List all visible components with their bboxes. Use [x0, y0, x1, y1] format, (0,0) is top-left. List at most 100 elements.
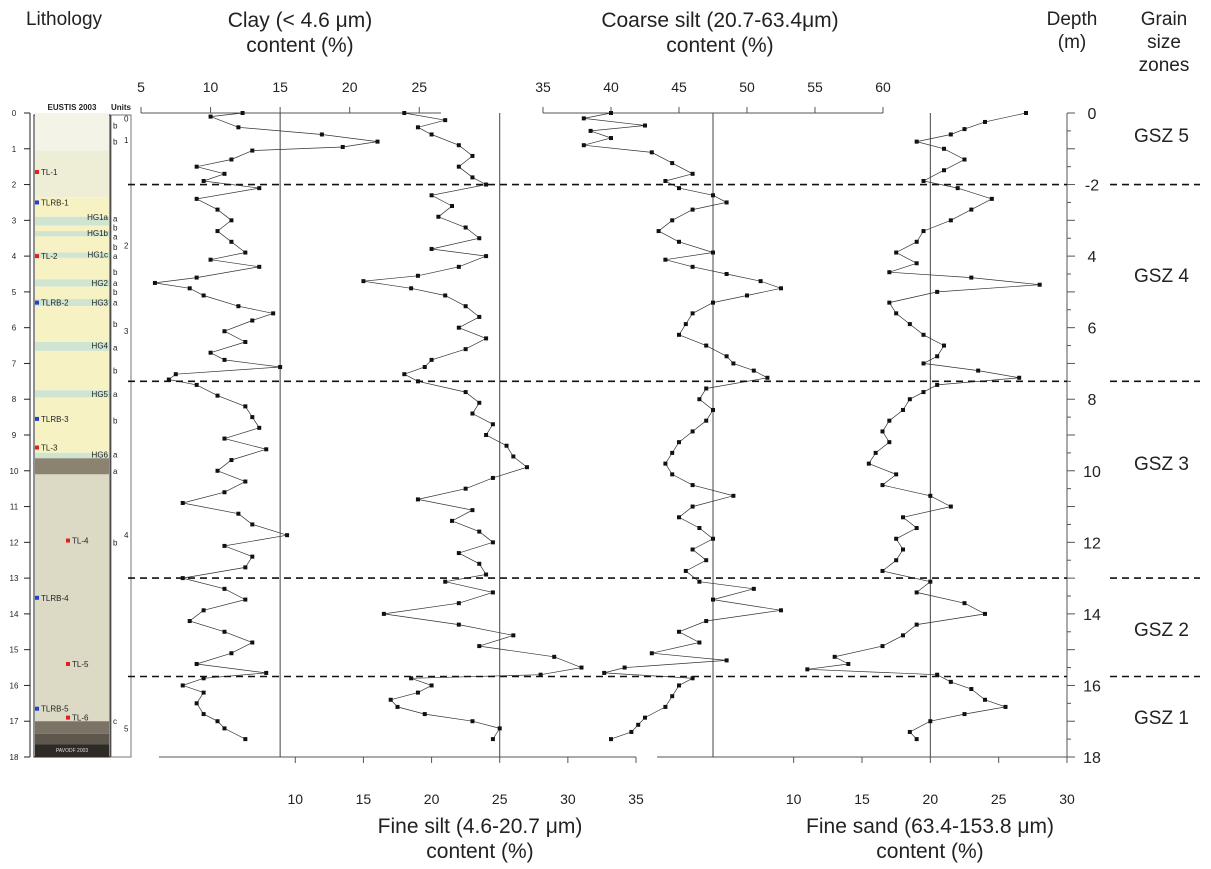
log-layer: [35, 350, 109, 391]
sample-label: TLRB-4: [41, 594, 69, 603]
coarse-silt-data-point: [704, 343, 709, 348]
fine-sand-tick-label: 30: [1059, 791, 1075, 807]
clay-data-point: [340, 144, 345, 149]
sample-marker: [66, 661, 70, 666]
fine-sand-tick-label: 10: [786, 791, 802, 807]
clay-data-point: [229, 239, 234, 244]
log-title: EUSTIS 2003: [48, 103, 97, 112]
sample-marker: [35, 416, 39, 421]
grain-size-zones-header: Grain size zones: [1118, 8, 1210, 77]
coarse-silt-tick-label: 50: [739, 79, 755, 95]
clay-data-point: [240, 111, 245, 115]
coarse-silt-data-point: [724, 354, 729, 359]
coarse-silt-data-point: [670, 450, 675, 455]
clay-data-point: [208, 114, 213, 119]
fine-sand-tick-label: 15: [854, 791, 870, 807]
clay-data-point: [250, 554, 255, 559]
fine-silt-data-point: [484, 433, 489, 437]
sub-unit-label: b: [113, 138, 118, 147]
coarse-silt-data-point: [670, 161, 675, 166]
fine-sand-data-point: [989, 196, 994, 201]
clay-data-point: [208, 257, 213, 262]
fine-silt-title-line-2: content (%): [426, 840, 534, 863]
fine-sand-data-point: [914, 139, 919, 144]
clay-data-point: [194, 661, 199, 666]
horizon-label: HG1a: [87, 213, 108, 222]
coarse-silt-data-point: [663, 704, 668, 709]
zone-label-gsz3: GSZ 3: [1134, 454, 1189, 475]
fine-sand-data-point: [955, 186, 960, 191]
coarse-silt-series-line: [583, 112, 783, 740]
fine-silt-data-point: [484, 254, 489, 259]
unit-number: 5: [124, 724, 129, 733]
clay-data-point: [264, 670, 269, 675]
sub-unit-label: b: [113, 122, 118, 131]
fine-sand-data-point: [921, 390, 926, 395]
log-layer: [35, 306, 109, 342]
coarse-silt-tick-label: 45: [671, 79, 687, 95]
fine-sand-data-point: [1017, 375, 1022, 380]
fine-sand-data-point: [921, 229, 926, 234]
fine-sand-data-point: [969, 275, 974, 280]
fine-silt-data-point: [422, 712, 427, 717]
fine-sand-data-point: [894, 472, 899, 477]
clay-data-point: [229, 458, 234, 463]
fine-silt-tick-label: 20: [424, 791, 440, 807]
fine-silt-data-point: [470, 508, 475, 513]
fine-silt-data-point: [456, 551, 461, 556]
fine-sand-data-point: [901, 515, 905, 520]
fine-silt-data-point: [409, 286, 414, 291]
fine-sand-data-point: [962, 157, 967, 162]
fine-silt-data-point: [477, 529, 482, 534]
grain-header-line-1: Grain: [1140, 9, 1188, 30]
clay-data-point: [215, 207, 220, 212]
coarse-silt-data-point: [690, 171, 695, 176]
fine-silt-data-point: [450, 204, 455, 209]
fine-sand-data-point: [962, 712, 967, 717]
coarse-silt-data-point: [690, 264, 695, 269]
fine-silt-data-point: [395, 704, 400, 709]
sample-label: TL-6: [72, 714, 89, 723]
clay-data-point: [187, 619, 192, 624]
clay-data-point: [222, 586, 227, 591]
depth-tick-label: 6: [1088, 321, 1097, 338]
fine-silt-data-point: [450, 518, 455, 523]
log-depth-label: 16: [10, 681, 19, 690]
fine-sand-data-point: [928, 719, 933, 724]
coarse-silt-data-point: [690, 483, 695, 488]
sample-label: TL-1: [41, 168, 58, 177]
coarse-silt-data-point: [765, 375, 770, 380]
log-depth-label: 0: [12, 109, 17, 118]
clay-data-point: [236, 304, 241, 309]
coarse-silt-title-line-1: Coarse silt (20.7-63.4μm): [601, 9, 839, 32]
fine-silt-data-point: [477, 236, 482, 241]
clay-data-point: [166, 377, 171, 382]
log-layer: [35, 474, 109, 722]
clay-data-point: [250, 148, 255, 153]
coarse-silt-data-point: [670, 472, 675, 477]
fine-sand-tick-label: 25: [991, 791, 1007, 807]
coarse-silt-data-point: [711, 300, 715, 305]
log-depth-label: 17: [10, 717, 19, 726]
sub-unit-label: a: [113, 451, 118, 460]
fine-silt-tick-label: 10: [287, 791, 303, 807]
log-layer: [35, 744, 109, 757]
coarse-silt-data-point: [704, 558, 709, 563]
coarse-silt-data-point: [779, 608, 783, 613]
clay-data-point: [222, 490, 227, 495]
clay-data-point: [243, 737, 248, 742]
coarse-silt-data-point: [690, 207, 695, 212]
coarse-silt-data-point: [609, 136, 613, 141]
coarse-silt-tick-label: 55: [807, 79, 823, 95]
fine-sand-data-point: [914, 622, 919, 627]
fine-sand-data-point: [914, 590, 919, 595]
fine-silt-data-point: [490, 590, 495, 595]
fine-silt-data-point: [504, 443, 509, 448]
log-depth-label: 15: [10, 646, 19, 655]
fine-silt-data-point: [490, 737, 495, 742]
fine-silt-tick-label: 15: [356, 791, 372, 807]
fine-sand-data-point: [914, 526, 919, 531]
unit-number: 2: [124, 241, 129, 250]
log-units-label: Units: [111, 103, 132, 112]
clay-data-point: [257, 425, 262, 430]
